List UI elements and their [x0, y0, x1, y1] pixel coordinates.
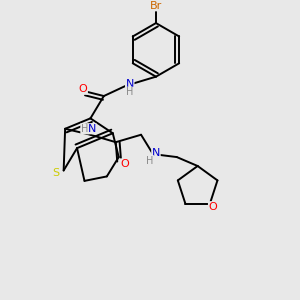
Text: S: S	[52, 168, 60, 178]
Text: N: N	[126, 79, 134, 89]
Text: Br: Br	[150, 1, 162, 11]
Text: H: H	[146, 156, 154, 166]
Text: N: N	[88, 124, 96, 134]
Text: O: O	[120, 159, 129, 169]
Text: O: O	[79, 84, 87, 94]
Text: H: H	[126, 87, 134, 97]
Text: O: O	[208, 202, 217, 212]
Text: N: N	[152, 148, 160, 158]
Text: H: H	[81, 124, 88, 134]
